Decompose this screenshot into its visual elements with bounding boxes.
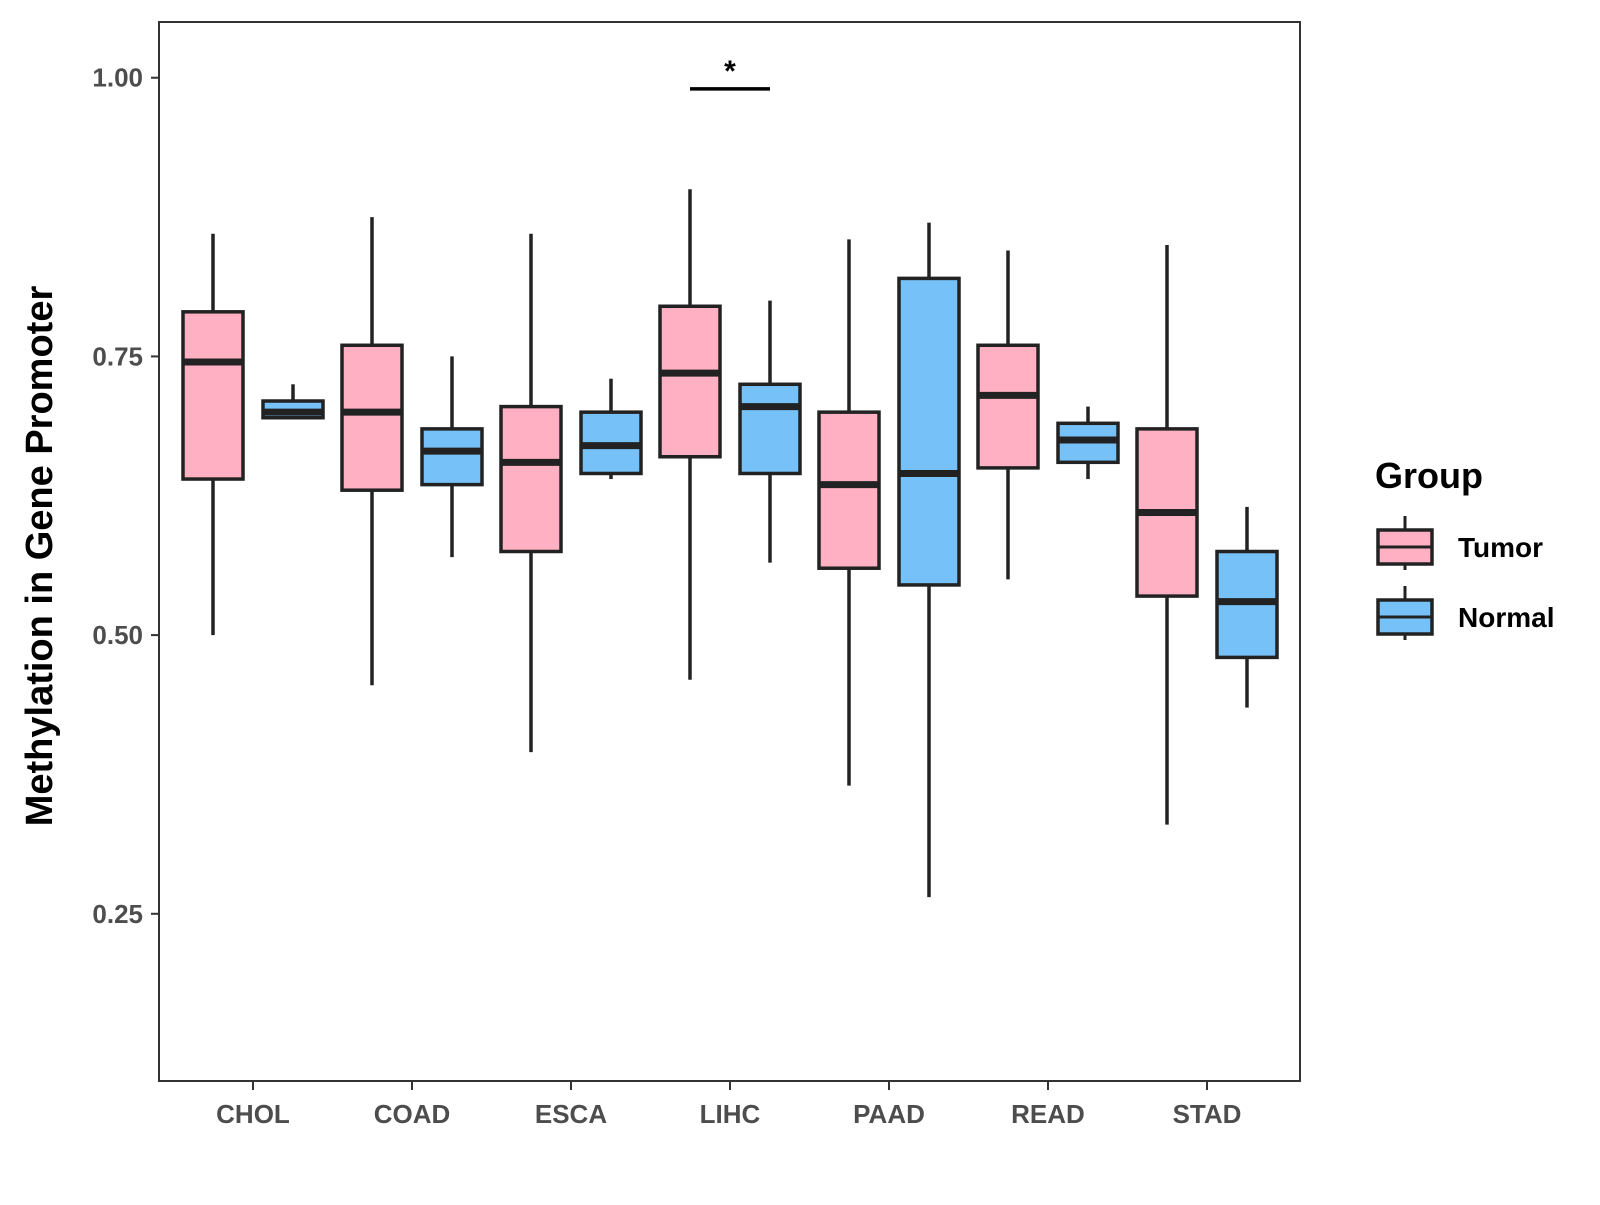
x-tick-label: READ (1011, 1099, 1085, 1129)
y-axis-title: Methylation in Gene Promoter (19, 286, 61, 827)
legend-item-tumor: Tumor (1376, 516, 1543, 570)
significance-annotations: * (690, 55, 770, 91)
box-tumor-read (976, 250, 1040, 580)
box-normal-paad (897, 222, 961, 898)
significance-label: * (724, 55, 736, 88)
box-tumor-chol (181, 233, 245, 636)
box-iqr (181, 310, 245, 481)
box-iqr (499, 404, 563, 554)
box-tumor-lihc (658, 189, 722, 680)
y-tick-label: 0.25 (92, 899, 143, 929)
box-iqr (420, 427, 484, 487)
x-tick-label: STAD (1173, 1099, 1242, 1129)
box-normal-chol (261, 384, 325, 420)
box-iqr (658, 304, 722, 459)
box-normal-esca (579, 378, 643, 480)
box-tumor-esca (499, 233, 563, 753)
box-tumor-stad (1135, 244, 1199, 825)
box-iqr (340, 343, 404, 492)
x-axis: CHOL COAD ESCA LIHC PAAD READ STAD (216, 1081, 1241, 1129)
box-iqr (817, 410, 881, 570)
box-tumor-paad (817, 239, 881, 786)
x-tick-label: LIHC (700, 1099, 761, 1129)
y-axis: 0.25 0.50 0.75 1.00 (92, 63, 159, 929)
box-series (181, 189, 1279, 898)
x-tick-label: ESCA (535, 1099, 607, 1129)
y-tick-label: 0.75 (92, 341, 143, 371)
y-tick-label: 0.50 (92, 620, 143, 650)
legend: Group Tumor Normal (1375, 455, 1554, 640)
box-iqr (897, 276, 961, 587)
legend-title: Group (1375, 455, 1483, 496)
x-tick-label: PAAD (853, 1099, 925, 1129)
legend-label: Normal (1458, 602, 1554, 633)
box-normal-stad (1215, 506, 1279, 708)
plot-border (158, 21, 1301, 1082)
legend-label: Tumor (1458, 532, 1543, 563)
x-tick-label: COAD (374, 1099, 451, 1129)
box-iqr (976, 343, 1040, 470)
box-normal-lihc (738, 300, 802, 563)
box-iqr (738, 382, 802, 476)
plot-panel (158, 21, 1301, 1082)
legend-item-normal: Normal (1376, 586, 1554, 640)
x-tick-label: CHOL (216, 1099, 290, 1129)
y-tick-label: 1.00 (92, 63, 143, 93)
box-tumor-coad (340, 217, 404, 686)
box-normal-coad (420, 356, 484, 558)
box-normal-read (1056, 406, 1120, 480)
